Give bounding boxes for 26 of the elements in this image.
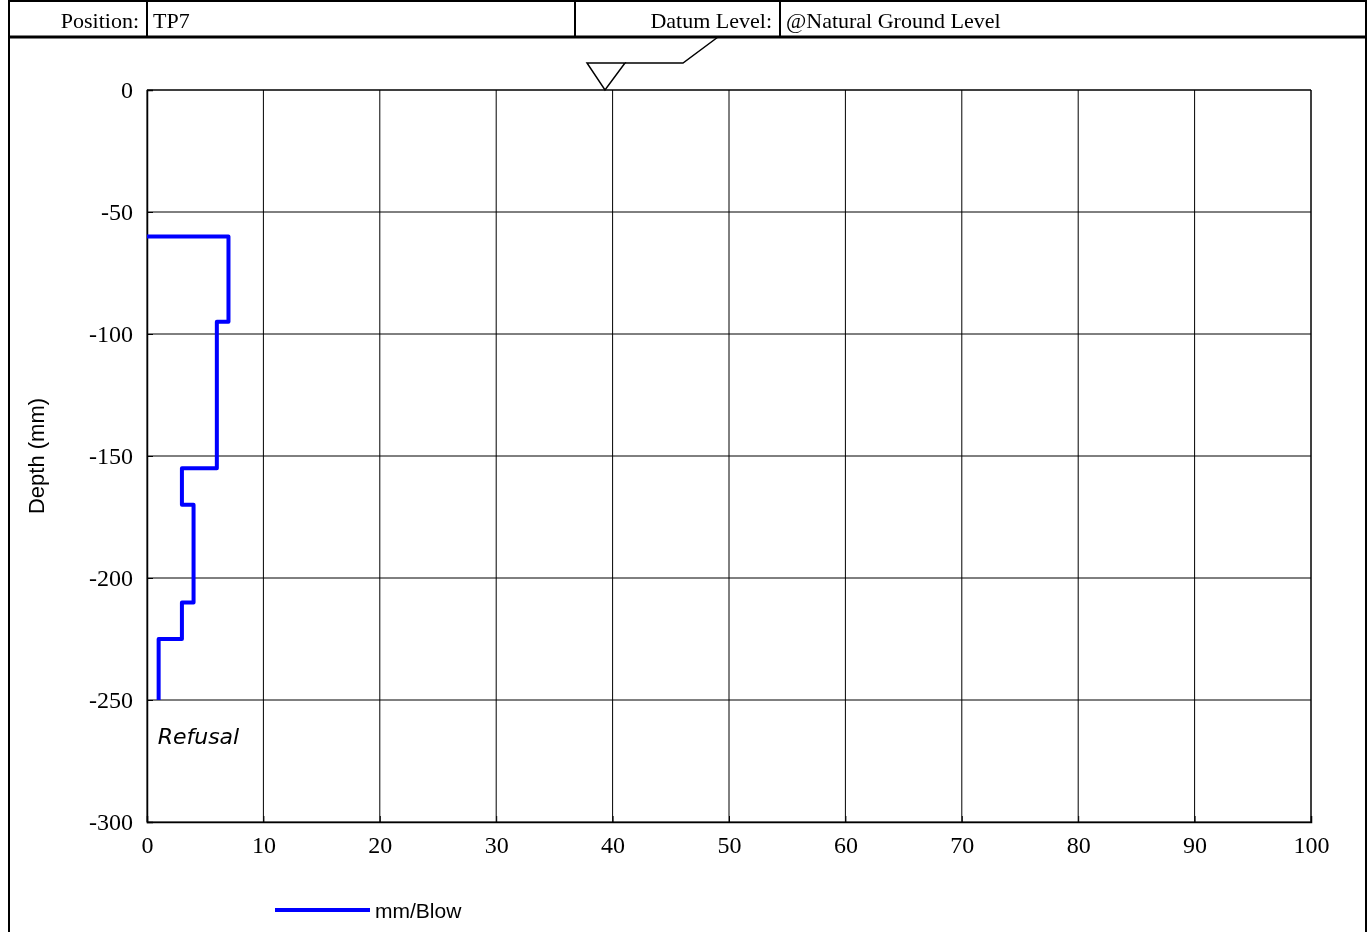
x-tick-label: 100	[1293, 832, 1330, 859]
annotation: Refusal	[157, 724, 240, 749]
x-tick-label: 80	[1066, 832, 1091, 859]
text: @Natural Ground Level	[786, 8, 1001, 33]
y-tick-label: -100	[89, 321, 133, 348]
y-tick-label: -200	[89, 565, 133, 592]
x-tick-label: 30	[484, 832, 509, 859]
y-tick-label: -50	[101, 199, 133, 226]
y-tick-label: -150	[89, 443, 133, 470]
x-tick-label: 10	[251, 832, 276, 859]
x-tick-label: 90	[1183, 832, 1208, 859]
x-tick-label: 40	[601, 832, 626, 859]
y-axis-title: Depth (mm)	[24, 397, 49, 515]
text: Position:	[60, 8, 139, 33]
text: Datum Level:	[650, 8, 772, 33]
x-tick-label: 50	[717, 832, 742, 859]
text: TP7	[153, 8, 190, 33]
legend-label: mm/Blow	[375, 899, 463, 922]
line-series	[145, 234, 231, 702]
x-tick-label: 20	[368, 832, 393, 859]
x-tick-label: 0	[141, 832, 154, 859]
y-tick-label: 0	[121, 77, 133, 104]
x-tick-label: 70	[950, 832, 975, 859]
y-tick-label: -300	[89, 809, 133, 836]
y-tick-label: -250	[89, 687, 133, 714]
x-tick-label: 60	[833, 832, 858, 859]
